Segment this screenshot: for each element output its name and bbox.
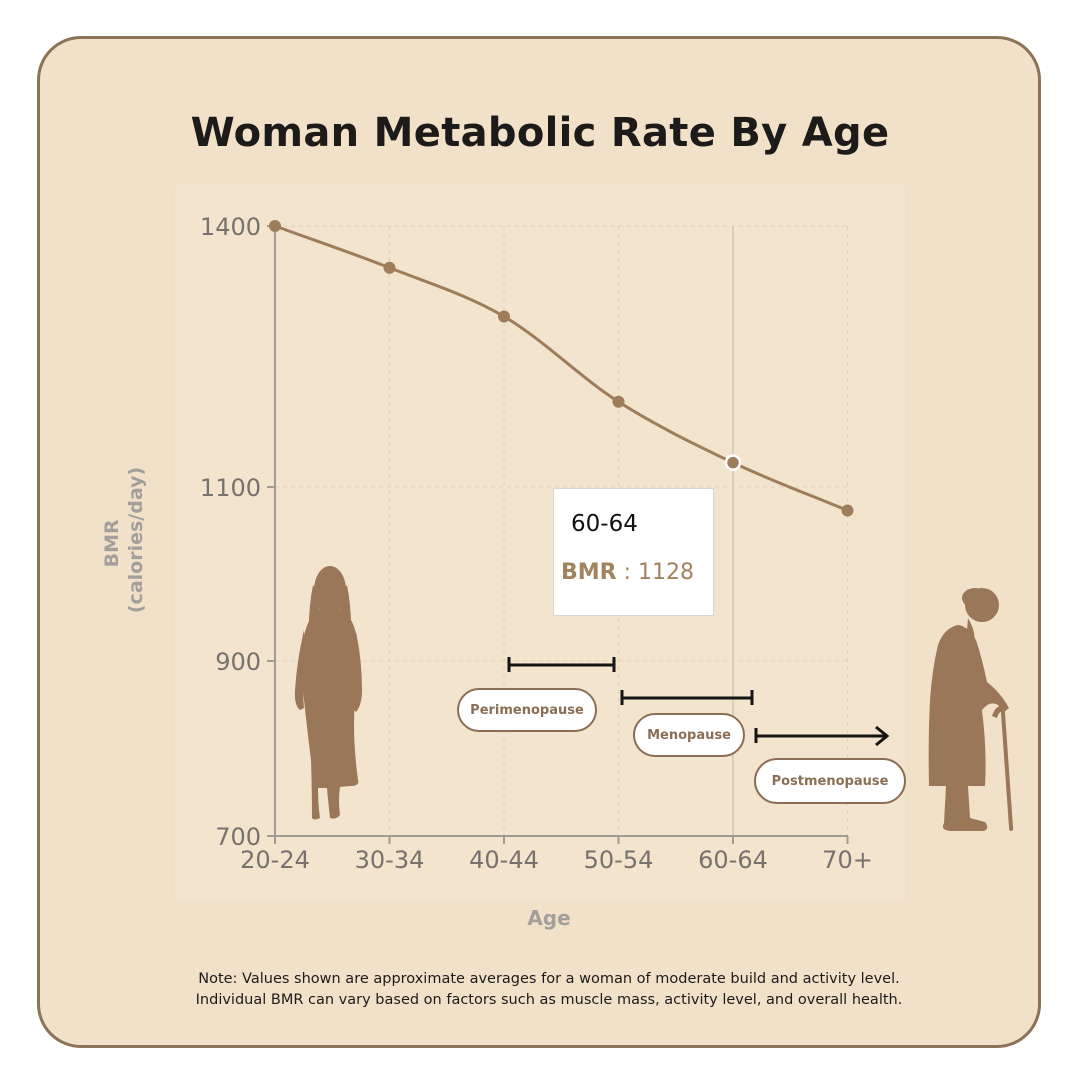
data-point <box>269 220 281 232</box>
postmenopause-label: Postmenopause <box>754 758 906 804</box>
x-tick-label: 40-44 <box>469 846 539 874</box>
menopause-label: Menopause <box>633 713 745 757</box>
tooltip-value: 1128 <box>638 560 695 585</box>
tick-labels: 700 900 1100 1400 20-24 30-34 40-44 50-54 60-64 7… <box>200 213 873 874</box>
data-point <box>383 261 396 274</box>
bmr-line <box>274 224 849 512</box>
chart-title: Woman Metabolic Rate By Age <box>190 110 890 156</box>
y-tick-label: 1400 <box>200 213 261 241</box>
postmenopause-arrow <box>754 725 890 747</box>
data-point-highlighted <box>724 454 742 471</box>
y-axis-title-line1: BMR <box>101 519 123 567</box>
footnote-line-1: Note: Values shown are approximate avera… <box>198 971 900 987</box>
menopause-bracket <box>620 690 754 705</box>
svg-text:BMR (calories/day): BMR (calories/day) <box>101 467 147 613</box>
y-tick-label: 1100 <box>200 474 261 502</box>
perimenopause-label: Perimenopause <box>457 688 597 732</box>
tooltip-value-row: BMR : 1128 <box>561 560 694 585</box>
tooltip-key: BMR <box>561 560 617 585</box>
x-tick-label: 20-24 <box>240 846 310 874</box>
elderly-woman-with-cane-icon <box>928 588 1014 831</box>
y-tick-label: 700 <box>215 823 261 851</box>
bmr-series <box>269 220 854 517</box>
x-tick-label: 30-34 <box>355 846 425 874</box>
footnote: Note: Values shown are approximate avera… <box>0 969 1080 1011</box>
y-axis-title-line2: (calories/day) <box>125 467 147 613</box>
x-tick-label: 50-54 <box>584 846 654 874</box>
y-axis-title: BMR (calories/day) <box>101 467 147 613</box>
y-tick-label: 900 <box>215 648 261 676</box>
data-point <box>841 504 854 517</box>
data-tooltip: 60-64 BMR : 1128 <box>553 488 714 616</box>
x-tick-label: 70+ <box>822 846 873 874</box>
x-tick-label: 60-64 <box>698 846 768 874</box>
perimenopause-bracket <box>507 657 616 672</box>
tooltip-separator: : <box>616 560 639 585</box>
data-point <box>612 395 625 408</box>
data-point <box>498 310 510 323</box>
axes <box>267 225 849 844</box>
x-axis-title: Age <box>527 906 570 930</box>
young-woman-silhouette-icon <box>294 566 362 820</box>
footnote-line-2: Individual BMR can vary based on factors… <box>195 992 903 1008</box>
tooltip-category: 60-64 <box>571 511 638 537</box>
